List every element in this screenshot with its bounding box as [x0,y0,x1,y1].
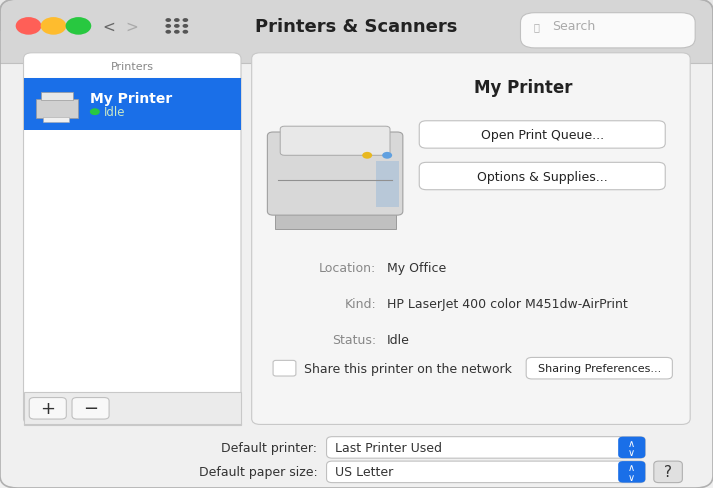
Circle shape [183,19,188,23]
Text: Printers & Scanners: Printers & Scanners [255,18,458,36]
Text: Open Print Queue...: Open Print Queue... [481,129,604,142]
Text: My Printer: My Printer [474,79,573,97]
FancyBboxPatch shape [24,54,241,425]
Text: Options & Supplies...: Options & Supplies... [477,170,607,183]
Bar [24,79,241,130]
FancyBboxPatch shape [618,437,645,458]
Text: >: > [125,20,138,34]
FancyBboxPatch shape [0,0,713,63]
Circle shape [165,25,171,29]
Text: ∧: ∧ [628,462,635,472]
Bar [43,118,69,123]
Text: ∧: ∧ [628,438,635,447]
Text: HP LaserJet 400 color M451dw-AirPrint: HP LaserJet 400 color M451dw-AirPrint [387,298,628,310]
FancyBboxPatch shape [72,398,109,419]
Bar [0,63,713,488]
FancyBboxPatch shape [526,358,672,379]
Bar [376,162,399,207]
Text: Search: Search [553,20,596,33]
Circle shape [174,19,180,23]
Circle shape [382,153,392,160]
Circle shape [41,18,66,36]
Bar [24,392,241,425]
FancyBboxPatch shape [520,14,695,49]
Circle shape [165,31,171,35]
Text: ∨: ∨ [628,447,635,457]
Text: −: − [83,400,98,417]
Bar [0,32,713,63]
Text: Last Printer Used: Last Printer Used [335,441,442,454]
Text: Default printer:: Default printer: [221,441,317,454]
FancyBboxPatch shape [419,163,665,190]
Circle shape [183,31,188,35]
FancyBboxPatch shape [29,398,66,419]
Text: Kind:: Kind: [344,298,376,310]
Text: My Office: My Office [387,262,446,275]
Text: My Printer: My Printer [90,92,172,106]
Circle shape [66,18,91,36]
Text: 🔍: 🔍 [533,22,539,32]
Circle shape [165,19,171,23]
Text: ?: ? [664,465,672,479]
Text: Printers: Printers [111,62,154,72]
Text: <: < [103,20,116,34]
Text: Share this printer on the network: Share this printer on the network [304,362,513,375]
Circle shape [174,25,180,29]
FancyBboxPatch shape [252,54,690,425]
Text: US Letter: US Letter [335,466,394,478]
Circle shape [183,25,188,29]
Bar [36,100,78,119]
Text: Idle: Idle [104,106,125,119]
Bar [275,214,396,229]
FancyBboxPatch shape [618,461,645,483]
FancyBboxPatch shape [327,437,645,458]
FancyBboxPatch shape [654,461,682,483]
Bar [41,93,73,101]
Text: Status:: Status: [332,333,376,346]
Text: Default paper size:: Default paper size: [198,466,317,478]
FancyBboxPatch shape [280,127,390,156]
Text: ∨: ∨ [628,472,635,482]
FancyBboxPatch shape [267,133,403,216]
Text: Sharing Preferences...: Sharing Preferences... [538,364,661,373]
Text: +: + [40,400,56,417]
FancyBboxPatch shape [273,361,296,376]
FancyBboxPatch shape [327,461,645,483]
Circle shape [174,31,180,35]
Circle shape [90,109,100,116]
Circle shape [16,18,41,36]
Circle shape [362,153,372,160]
FancyBboxPatch shape [419,122,665,149]
Text: Location:: Location: [319,262,376,275]
Text: Idle: Idle [387,333,410,346]
